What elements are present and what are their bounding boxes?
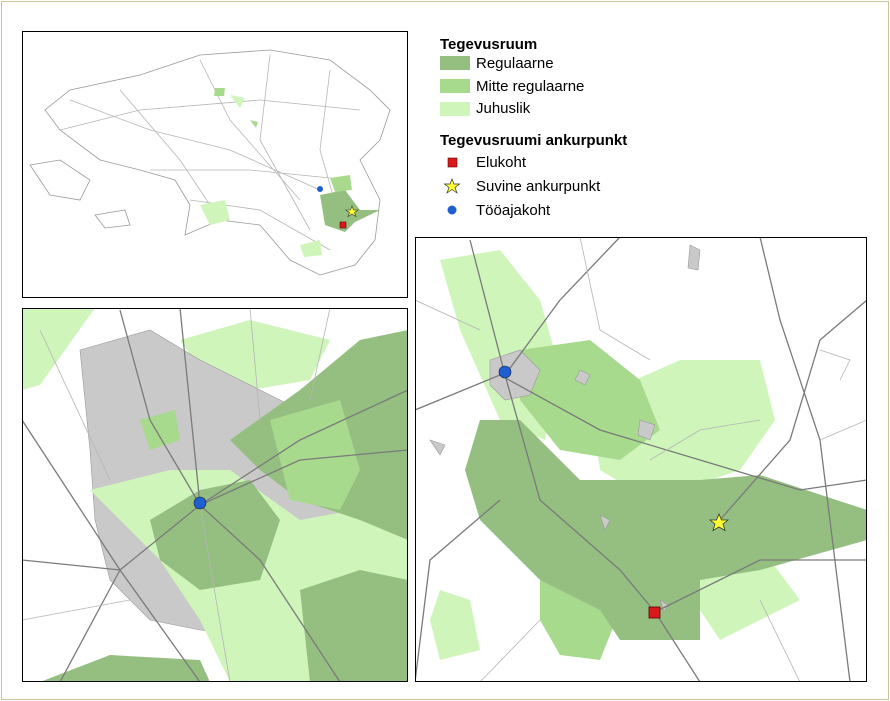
legend-item: Regulaarne	[476, 55, 554, 72]
legend-swatch	[440, 56, 470, 70]
legend-item: Mitte regulaarne	[476, 78, 584, 95]
legend-title: Tegevusruum	[440, 36, 537, 53]
city-map	[22, 308, 408, 682]
legend-swatch	[440, 79, 470, 93]
anchor-item: Tööajakoht	[476, 202, 551, 219]
anchor-item: Suvine ankurpunkt	[476, 178, 601, 195]
overview-frame	[22, 31, 408, 298]
legend: Tegevusruum Regulaarne Mitte regulaarne …	[440, 36, 627, 219]
anchor-symbol	[447, 157, 458, 168]
legend-swatch	[440, 102, 470, 116]
anchor-title: Tegevusruumi ankurpunkt	[440, 132, 627, 149]
anchor-item: Elukoht	[476, 154, 527, 171]
region-map	[415, 237, 867, 682]
legend-item: Juhuslik	[476, 100, 531, 117]
city-frame	[22, 308, 408, 682]
overview-map	[29, 49, 391, 276]
anchor-symbol	[443, 178, 461, 194]
region-frame	[415, 237, 867, 682]
anchor-symbol	[447, 205, 457, 215]
